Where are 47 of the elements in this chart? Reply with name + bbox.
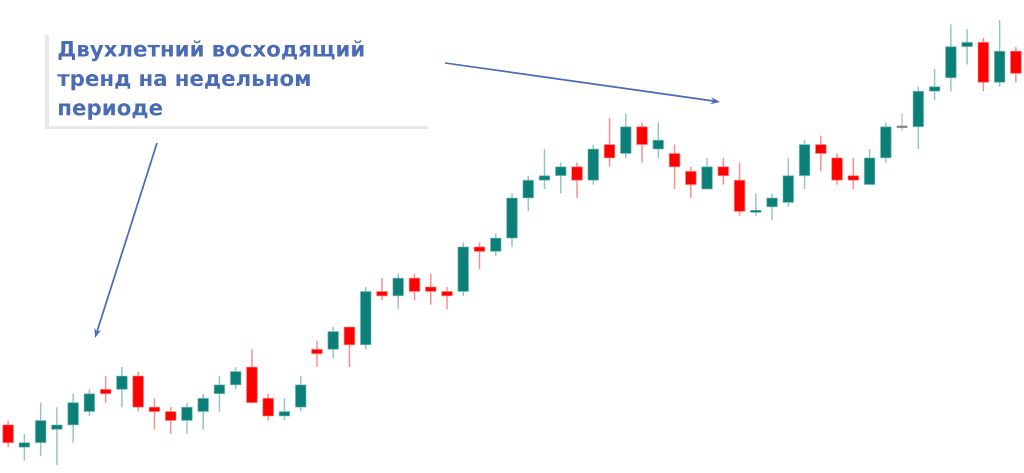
candlestick [295,375,307,413]
candlestick [83,388,96,417]
candlestick [327,326,339,359]
annotation: Двухлетний восходящий тренд на недельном периоде [57,40,364,120]
candlestick [311,339,323,368]
candlestick [165,406,177,435]
candlestick [928,68,941,101]
candlestick [343,326,356,368]
candlestick [425,272,437,306]
candlestick [685,166,697,199]
candlestick [408,272,421,302]
candlestick [376,277,388,302]
candlestick [148,397,161,431]
candlestick [749,192,763,217]
candlestick [636,121,648,164]
candlestick [213,375,226,413]
candlestick [18,433,31,462]
candlestick [815,134,827,173]
candlestick [603,117,616,168]
candlestick [51,406,63,466]
candlestick [847,157,859,190]
candlestick [441,286,453,310]
candlestick [197,393,209,431]
candlestick [961,28,973,66]
candlestick [181,401,193,435]
candlestick [35,401,47,457]
candlestick [522,175,534,213]
candlestick [701,157,713,190]
candlestick [490,232,502,257]
candlestick [555,161,567,195]
candlestick [766,192,778,221]
candlestick [571,161,583,199]
candlestick [717,157,729,186]
candlestick [831,152,843,186]
candlestick [1010,45,1022,84]
candlestick [230,366,242,391]
candlestick [116,366,128,408]
candlestick [2,419,14,448]
candlestick [392,272,404,310]
candlestick [100,375,112,404]
candlestick [668,143,681,190]
candlestick [473,241,486,270]
candlestick [67,393,79,444]
candlestick [278,397,291,422]
candlestick [538,148,551,190]
candlestick [652,121,664,159]
candlestick [262,393,274,422]
